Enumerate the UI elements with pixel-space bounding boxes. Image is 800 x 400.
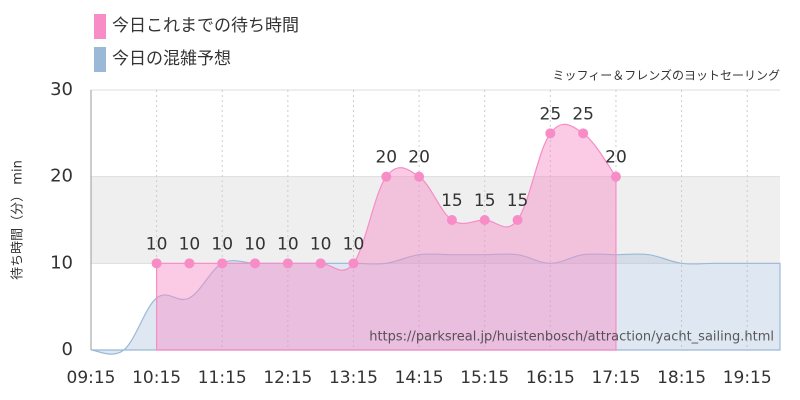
marker <box>446 215 457 225</box>
value-label: 20 <box>605 148 627 168</box>
y-tick-label: 30 <box>50 79 73 100</box>
value-label: 25 <box>540 104 562 124</box>
legend-swatch <box>94 14 106 39</box>
value-label: 20 <box>408 148 430 168</box>
x-tick-label: 15:15 <box>460 368 509 388</box>
x-tick-label: 16:15 <box>526 368 575 388</box>
marker <box>184 258 195 269</box>
marker <box>381 171 392 182</box>
x-tick-label: 09:15 <box>67 368 116 388</box>
x-tick-label: 13:15 <box>329 368 378 388</box>
value-label: 10 <box>211 234 233 254</box>
value-label: 10 <box>277 234 299 254</box>
marker <box>315 258 326 269</box>
x-tick-label: 12:15 <box>263 368 312 388</box>
marker <box>250 258 261 269</box>
value-label: 15 <box>441 191 463 211</box>
x-tick-label: 19:15 <box>723 368 772 388</box>
chart-subtitle: ミッフィー＆フレンズのヨットセーリング <box>552 68 780 83</box>
value-label: 15 <box>507 191 529 211</box>
x-tick-label: 10:15 <box>132 368 181 388</box>
value-label: 15 <box>474 191 496 211</box>
value-label: 10 <box>343 234 365 254</box>
x-tick-label: 17:15 <box>591 368 640 388</box>
marker <box>578 128 589 139</box>
legend-swatch <box>94 47 106 72</box>
y-tick-label: 20 <box>50 166 73 187</box>
legend-label: 今日これまでの待ち時間 <box>112 16 299 36</box>
marker <box>217 258 228 269</box>
y-tick-label: 0 <box>62 339 73 360</box>
marker <box>151 258 162 269</box>
marker <box>348 258 359 269</box>
x-tick-label: 18:15 <box>657 368 706 388</box>
value-label: 10 <box>244 234 266 254</box>
marker <box>545 128 556 139</box>
value-label: 20 <box>375 148 397 168</box>
value-label: 10 <box>310 234 332 254</box>
value-label: 10 <box>146 234 168 254</box>
x-tick-label: 14:15 <box>395 368 444 388</box>
area <box>90 253 781 355</box>
x-tick-label: 11:15 <box>198 368 247 388</box>
value-label: 25 <box>572 104 594 124</box>
marker <box>479 215 490 225</box>
watermark: https://parksreal.jp/huistenbosch/attrac… <box>369 330 774 345</box>
marker <box>282 258 293 269</box>
marker <box>512 215 523 225</box>
legend-label: 今日の混雑予想 <box>112 49 231 69</box>
value-label: 10 <box>179 234 201 254</box>
marker <box>414 171 425 182</box>
marker <box>610 171 621 182</box>
y-axis-label: 待ち時間（分） min <box>11 160 26 280</box>
band <box>91 176 780 264</box>
y-tick-label: 10 <box>50 252 73 273</box>
